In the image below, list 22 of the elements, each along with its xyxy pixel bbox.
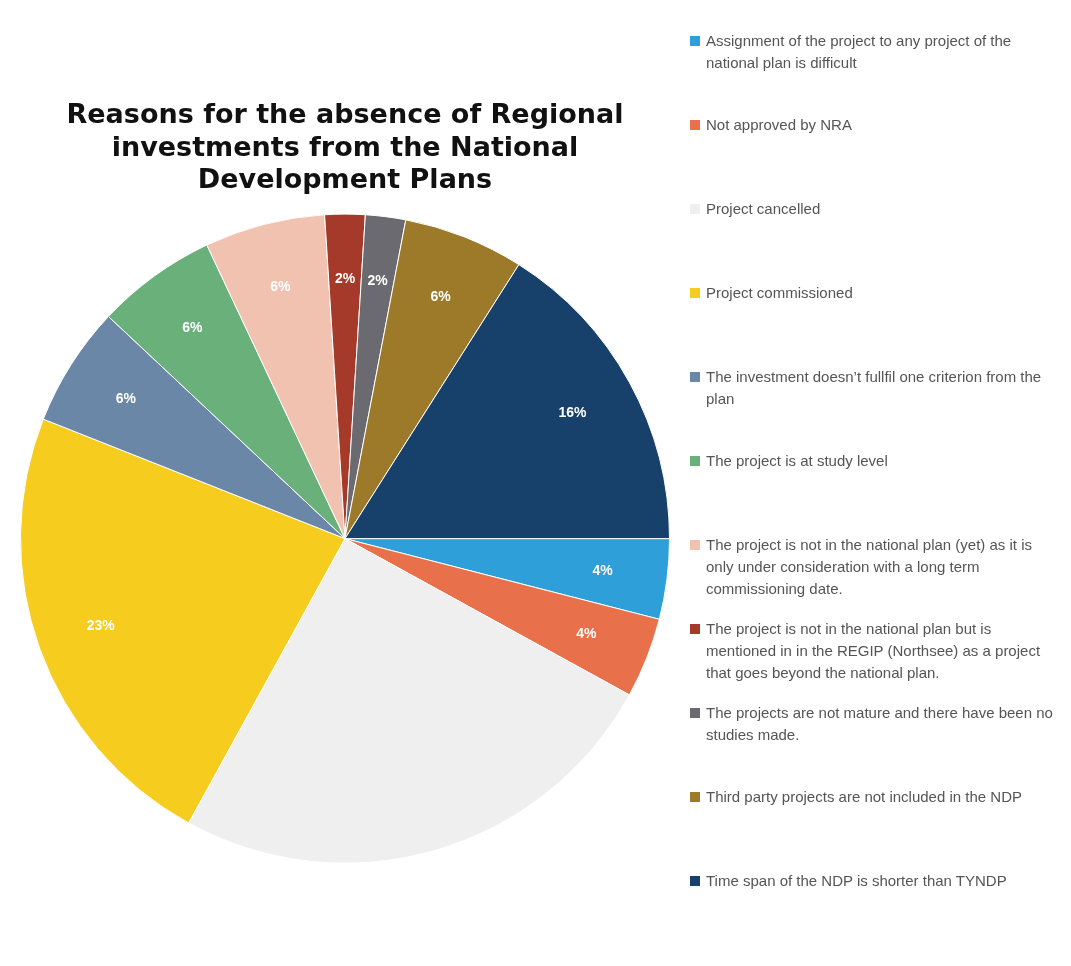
data-label: 16%: [558, 404, 588, 421]
legend-label: The project is at study level: [706, 451, 888, 471]
legend-label: The projects are not mature and there have been no studies made.: [706, 703, 1054, 745]
data-label: 4%: [592, 562, 614, 578]
data-label: 2%: [334, 269, 356, 286]
data-label: 6%: [270, 278, 292, 295]
legend-label: Assignment of the project to any project of the national plan is difficult: [706, 31, 1013, 73]
data-label: 6%: [182, 319, 204, 336]
data-label: 4%: [576, 625, 598, 642]
legend-label: The project is not in the national plan (yet) as it is only under consideration with a long term commissioning date.: [706, 535, 1033, 599]
data-label: 6%: [430, 288, 452, 305]
legend-label: The investment doesn’t fullfil one criterion from the plan: [706, 367, 1043, 409]
text: Reasons for the absence of Regional investments from the National Development Plans: [66, 98, 624, 195]
legend-label: The project is not in the national plan but is mentioned in in the REGIP (Northsee) as a project that goes beyond the national plan.: [706, 619, 1042, 683]
legend-label: Time span of the NDP is shorter than TYNDP: [706, 871, 1007, 891]
legend-label: Project commissioned: [706, 283, 853, 303]
data-label: 6%: [115, 390, 137, 407]
legend-label: Third party projects are not included in the NDP: [706, 787, 1022, 807]
data-label: 23%: [86, 617, 116, 634]
legend-label: Project cancelled: [706, 199, 821, 219]
data-label: 2%: [367, 271, 389, 288]
legend-label: Not approved by NRA: [706, 115, 852, 135]
